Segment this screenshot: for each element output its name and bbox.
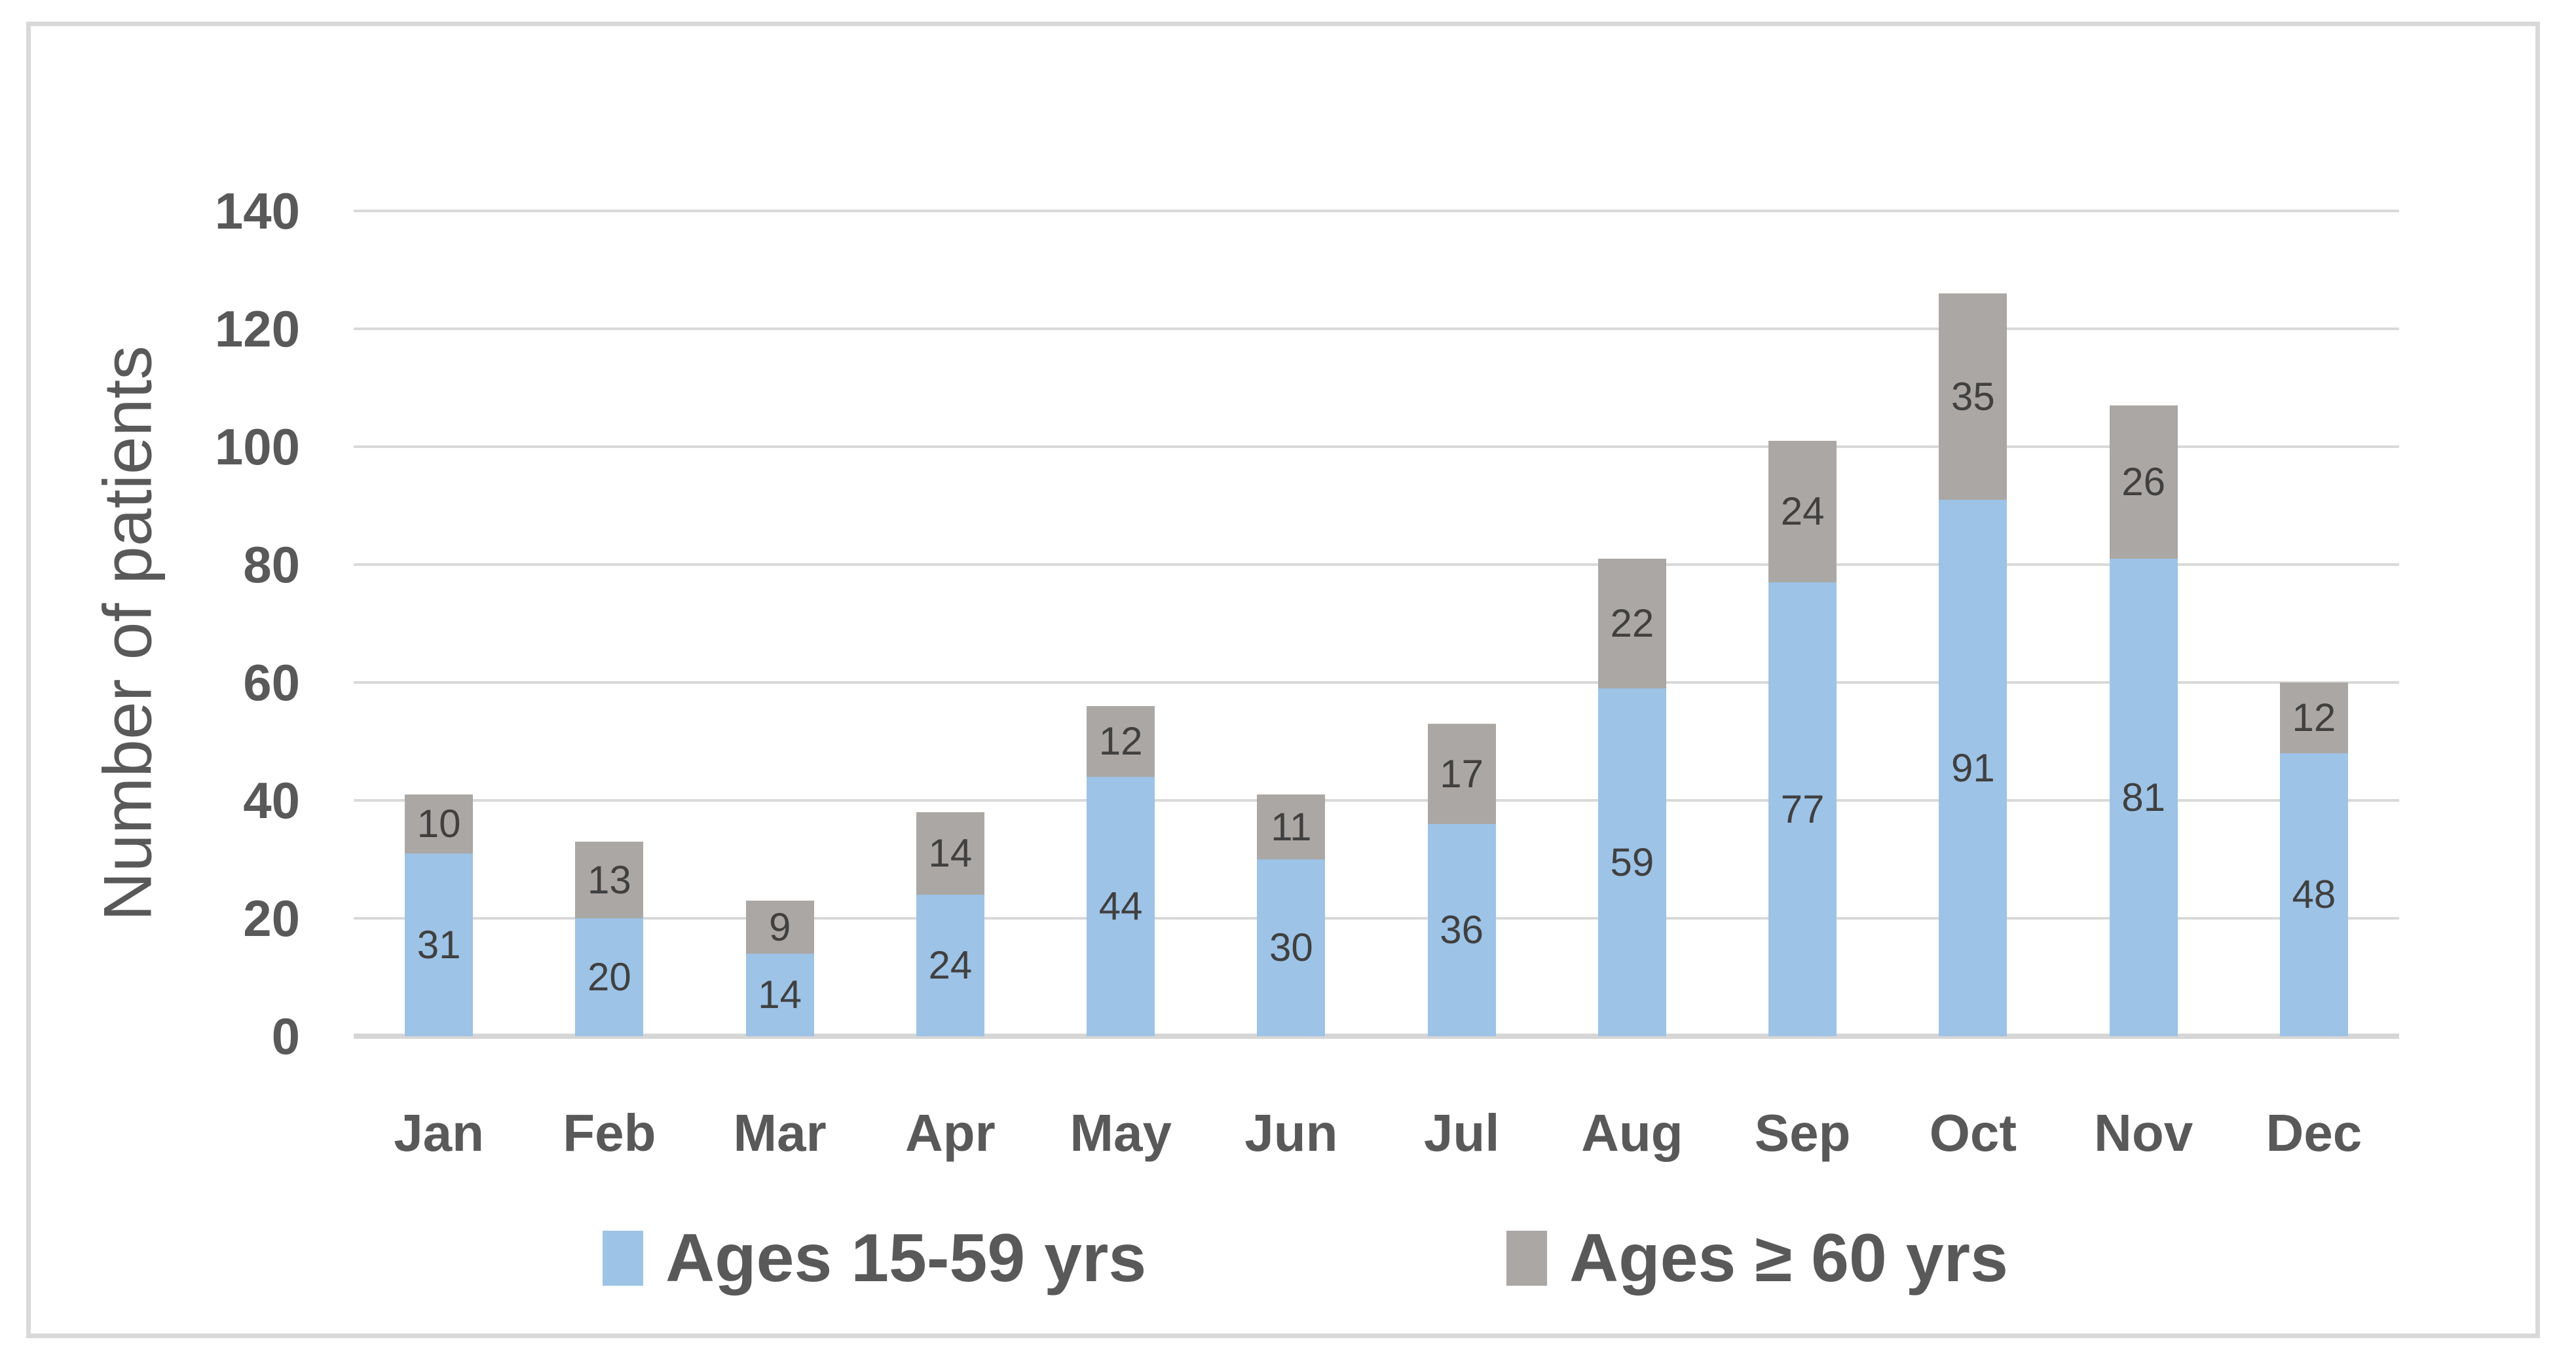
bar-value-label: 91	[1951, 745, 1995, 790]
bar-segment-ages-15-59-may: 44	[1087, 777, 1155, 1036]
bar-segment-ages-15-59-mar: 14	[745, 954, 814, 1036]
bar-segment-ages-15-59-feb: 20	[575, 918, 644, 1036]
x-tick-label-jan: Jan	[394, 1104, 485, 1162]
bar-segment-ages-15-59-sep: 77	[1768, 582, 1837, 1036]
bar-value-label: 14	[758, 973, 802, 1017]
bar-segment-ages-15-59-apr: 24	[916, 895, 984, 1036]
x-tick-label-jun: Jun	[1244, 1104, 1338, 1162]
bar-value-label: 48	[2292, 872, 2336, 916]
gridline	[354, 799, 2399, 802]
bar-value-label: 17	[1440, 751, 1484, 796]
bar-value-label: 20	[588, 955, 631, 999]
bar-value-label: 77	[1780, 787, 1825, 831]
gridline	[354, 327, 2399, 330]
x-tick-label-jul: Jul	[1423, 1104, 1500, 1162]
bar-value-label: 44	[1098, 884, 1143, 928]
y-tick-label: 20	[243, 889, 300, 947]
x-tick-label-may: May	[1070, 1104, 1172, 1162]
bar-value-label: 10	[417, 802, 461, 846]
bar-value-label: 35	[1951, 374, 1995, 419]
y-tick-label: 80	[243, 535, 300, 593]
y-tick-label: 40	[243, 771, 300, 829]
x-axis-line	[354, 1034, 2399, 1039]
legend-entry-ages-60-plus: Ages ≥ 60 yrs	[1506, 1219, 2008, 1298]
legend-color-swatch	[1506, 1231, 1547, 1286]
bar-segment-ages-60-plus-jun: 11	[1257, 795, 1326, 859]
y-tick-label: 60	[243, 653, 300, 711]
x-tick-label-oct: Oct	[1929, 1104, 2017, 1162]
x-tick-label-sep: Sep	[1754, 1104, 1851, 1162]
gridline	[354, 210, 2399, 212]
x-tick-label-apr: Apr	[905, 1104, 996, 1162]
bar-segment-ages-60-plus-jan: 10	[405, 795, 474, 853]
bar-segment-ages-60-plus-sep: 24	[1768, 441, 1837, 582]
bar-segment-ages-60-plus-jul: 17	[1427, 724, 1496, 824]
y-tick-label: 0	[271, 1007, 300, 1065]
bar-value-label: 24	[1780, 489, 1825, 533]
bar-value-label: 14	[928, 831, 973, 875]
gridline	[354, 445, 2399, 448]
bar-segment-ages-15-59-jan: 31	[405, 853, 474, 1036]
x-tick-label-dec: Dec	[2266, 1104, 2362, 1162]
bar-value-label: 9	[768, 905, 791, 949]
legend-label: Ages 15-59 yrs	[665, 1220, 1147, 1296]
bar-segment-ages-60-plus-feb: 13	[575, 842, 644, 918]
x-tick-label-mar: Mar	[733, 1104, 827, 1162]
bar-segment-ages-15-59-aug: 59	[1597, 688, 1666, 1036]
legend-entry-ages-15-59: Ages 15-59 yrs	[603, 1219, 1146, 1298]
bar-segment-ages-15-59-nov: 81	[2109, 559, 2178, 1036]
y-tick-label: 120	[214, 299, 300, 358]
bar-segment-ages-15-59-jul: 36	[1427, 824, 1496, 1036]
bar-segment-ages-60-plus-nov: 26	[2109, 405, 2178, 559]
bar-segment-ages-60-plus-mar: 9	[745, 901, 814, 954]
bar-segment-ages-15-59-dec: 48	[2279, 753, 2348, 1036]
bar-value-label: 31	[417, 922, 461, 967]
bar-segment-ages-60-plus-aug: 22	[1597, 559, 1666, 688]
x-tick-label-aug: Aug	[1581, 1104, 1683, 1162]
y-tick-label: 100	[214, 417, 300, 476]
bar-value-label: 13	[588, 857, 631, 902]
bar-value-label: 30	[1269, 926, 1313, 969]
bar-value-label: 59	[1610, 840, 1654, 884]
legend-label: Ages ≥ 60 yrs	[1569, 1220, 2008, 1296]
bar-segment-ages-60-plus-oct: 35	[1939, 293, 2007, 500]
bar-value-label: 24	[928, 943, 973, 987]
gridline	[354, 681, 2399, 684]
bar-segment-ages-15-59-jun: 30	[1257, 859, 1326, 1036]
legend-color-swatch	[603, 1231, 643, 1286]
y-tick-label: 140	[214, 181, 300, 240]
bar-segment-ages-60-plus-apr: 14	[916, 812, 984, 895]
bar-value-label: 12	[1098, 719, 1143, 763]
x-tick-label-nov: Nov	[2094, 1104, 2193, 1162]
bar-segment-ages-60-plus-dec: 12	[2279, 682, 2348, 753]
bar-value-label: 81	[2121, 775, 2165, 819]
bar-segment-ages-15-59-oct: 91	[1939, 500, 2007, 1036]
x-tick-label-feb: Feb	[563, 1104, 656, 1162]
bar-value-label: 36	[1440, 908, 1484, 952]
bar-value-label: 22	[1610, 601, 1654, 645]
bar-value-label: 26	[2121, 460, 2165, 504]
bar-segment-ages-60-plus-may: 12	[1087, 706, 1155, 777]
bar-value-label: 12	[2292, 696, 2336, 739]
gridline	[354, 917, 2399, 920]
bar-value-label: 11	[1271, 804, 1312, 849]
gridline	[354, 563, 2399, 566]
